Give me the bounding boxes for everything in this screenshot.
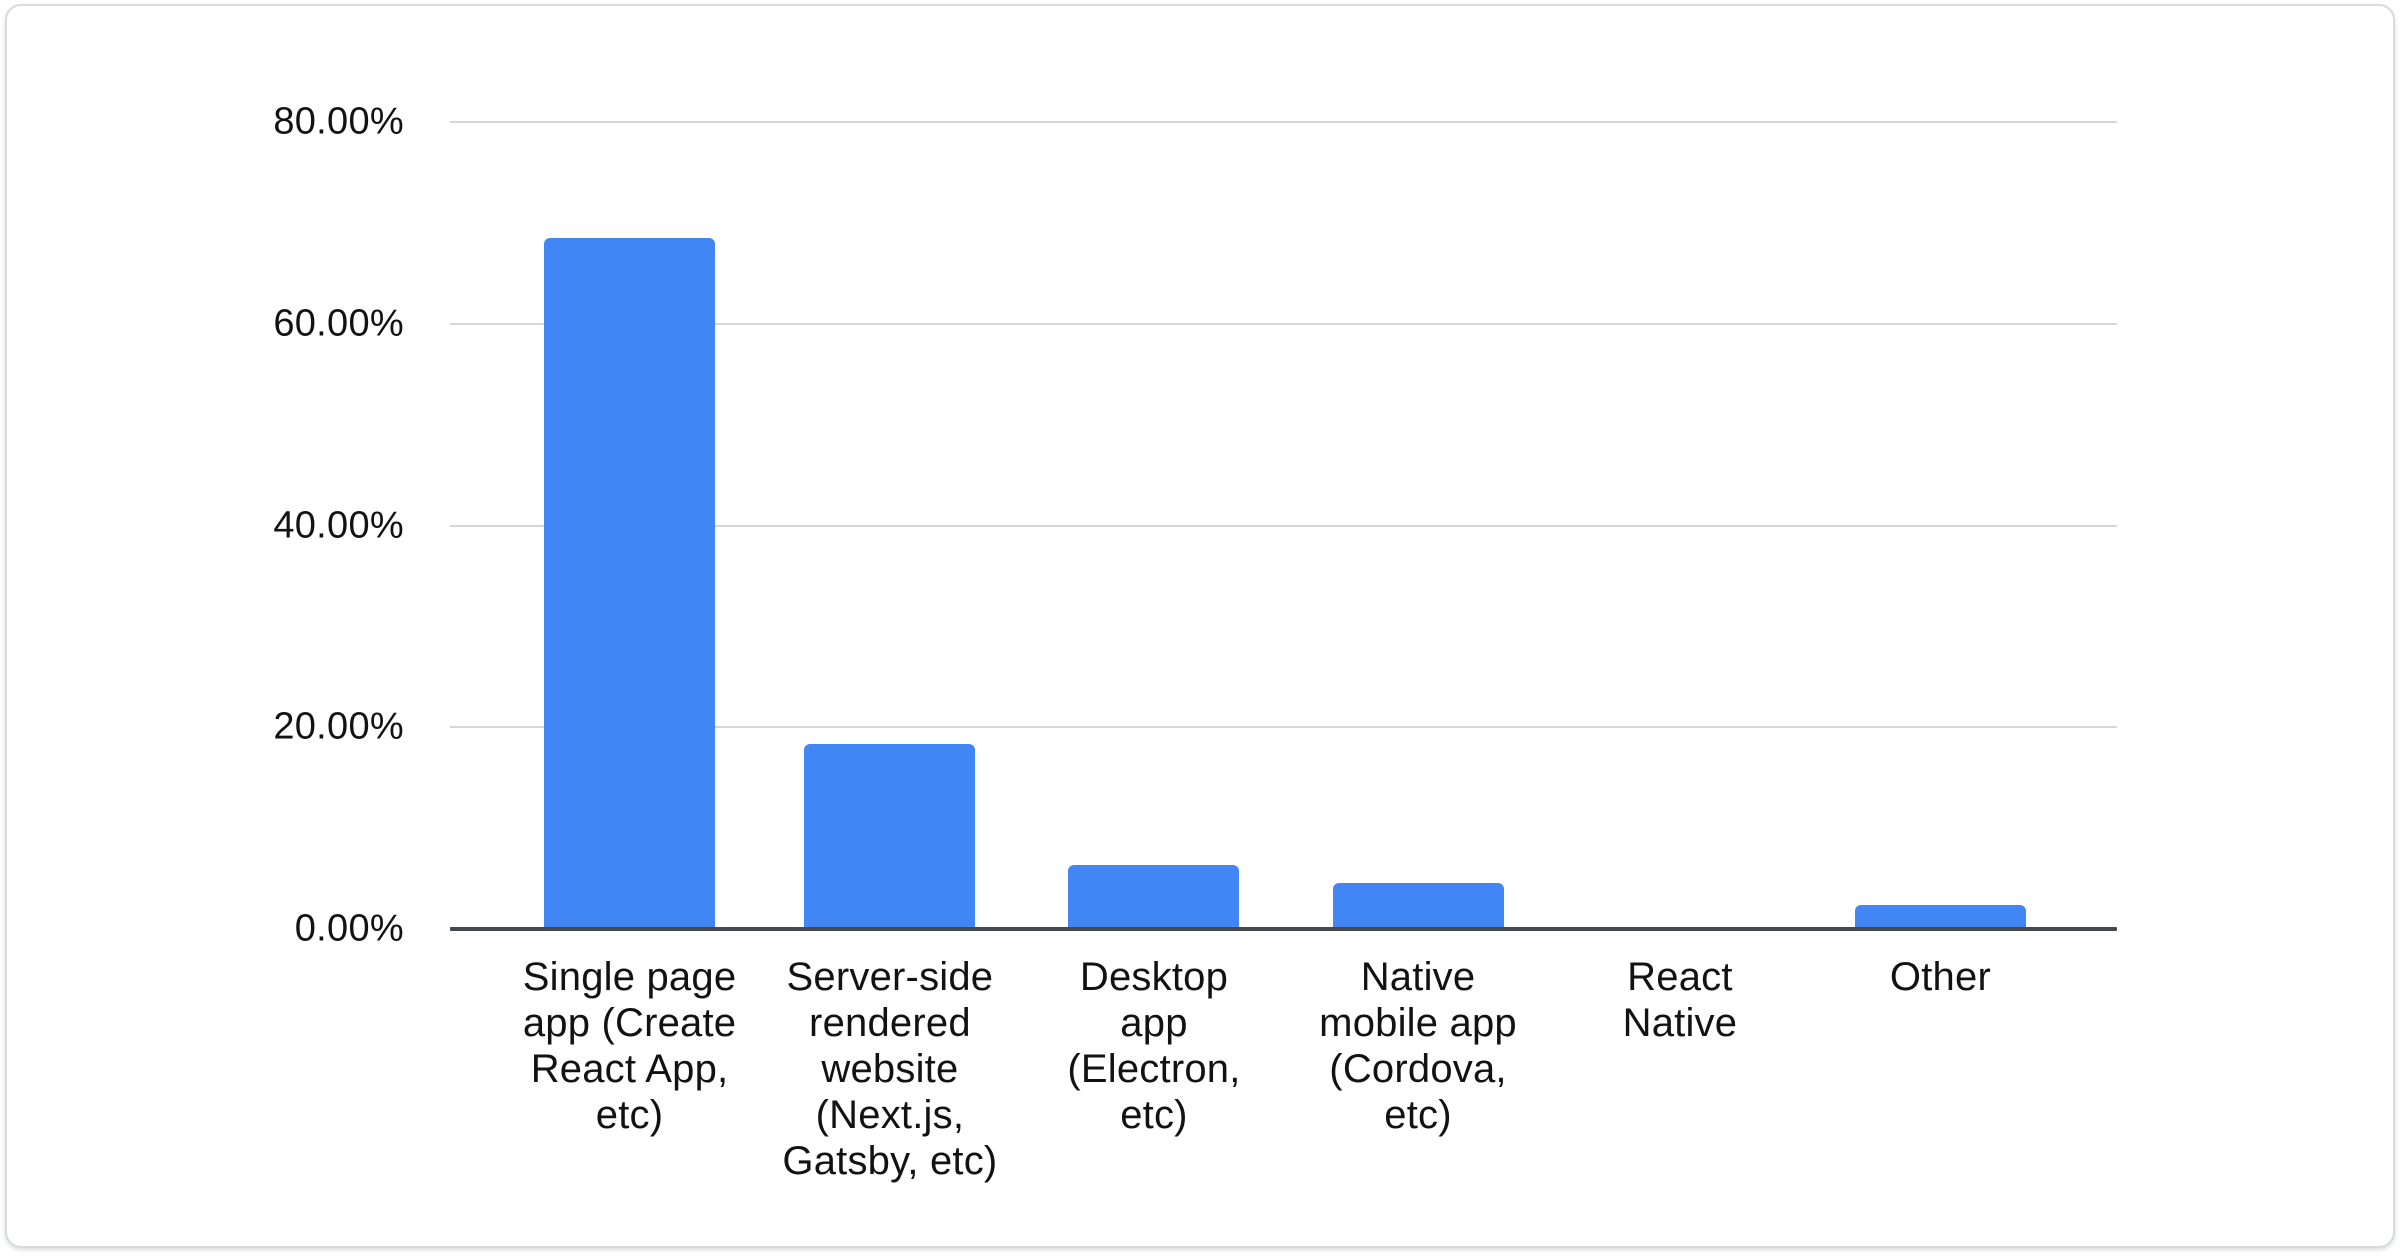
x-axis-tick-label: Other	[1889, 955, 1991, 999]
y-axis-tick-label: 0.00%	[294, 907, 404, 950]
y-axis: 80.00% 60.00% 40.00% 20.00% 0.00%	[7, 101, 427, 950]
y-axis-tick-label: 60.00%	[273, 302, 404, 345]
gridline	[450, 726, 2117, 729]
x-axis-tick-label: Desktop app (Electron, etc)	[1067, 955, 1241, 1137]
bar	[1854, 904, 2026, 929]
bar-chart: 80.00% 60.00% 40.00% 20.00% 0.00% Single pag…	[7, 6, 2393, 1246]
x-axis-tick-label: Single page app (Create React App, etc)	[522, 955, 737, 1137]
y-axis-tick-label: 80.00%	[273, 100, 404, 143]
x-axis: Single page app (Create React App, etc) S…	[450, 954, 2117, 1254]
plot-area	[450, 121, 2117, 929]
chart-card: 80.00% 60.00% 40.00% 20.00% 0.00% Single pag…	[5, 4, 2395, 1248]
y-axis-tick-label: 20.00%	[273, 705, 404, 748]
x-axis-line	[450, 927, 2117, 931]
gridline	[450, 524, 2117, 527]
x-axis-tick-label: Native mobile app (Cordova, etc)	[1319, 955, 1517, 1137]
bar	[1332, 882, 1504, 929]
bar	[544, 238, 716, 929]
y-axis-tick-label: 40.00%	[273, 504, 404, 546]
bar	[1068, 865, 1240, 929]
gridline	[450, 322, 2117, 325]
bar	[804, 744, 976, 929]
x-axis-tick-label: Server-side rendered website (Next.js, G…	[782, 955, 998, 1183]
gridline	[450, 121, 2117, 123]
x-axis-tick-label: React Native	[1622, 955, 1738, 1045]
